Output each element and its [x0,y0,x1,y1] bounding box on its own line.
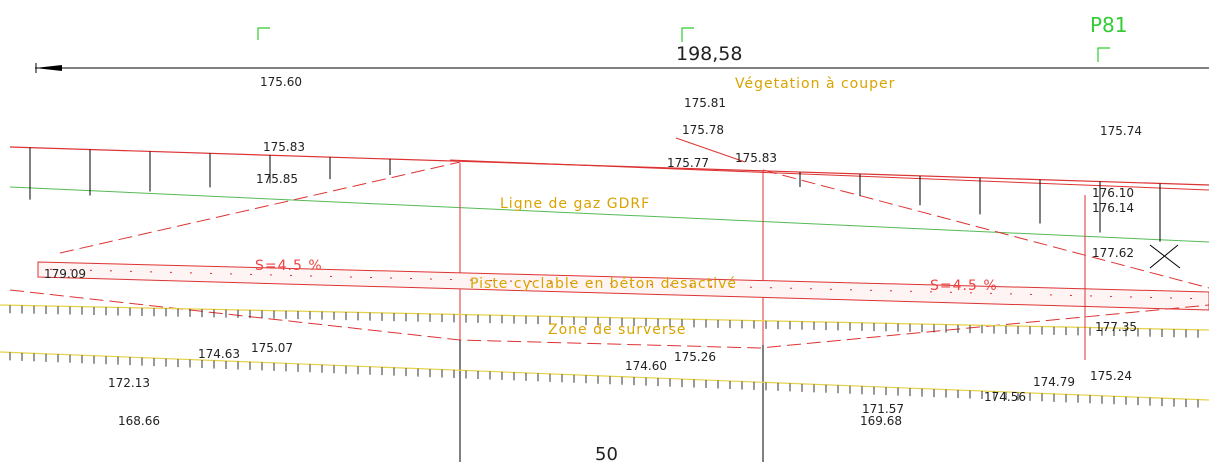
spot-height: 169.68 [860,414,902,428]
annotation: S=4.5 % [930,278,998,294]
spot-height: 175.26 [674,350,716,364]
spot-height: 177.62 [1092,246,1134,260]
sheet-label: P81 [1090,13,1128,37]
spot-height: 168.66 [118,414,160,428]
spot-height: 174.79 [1033,375,1075,389]
spot-height: 175.24 [1090,369,1132,383]
length-label: 198,58 [676,43,742,65]
spot-height: 174.56 [984,390,1026,404]
spot-height: 175.83 [735,151,777,165]
spot-height: 175.07 [251,341,293,355]
ticks [9,147,1199,408]
spot-height: 175.74 [1100,124,1142,138]
spot-height: 175.81 [684,96,726,110]
spot-height: 175.60 [260,75,302,89]
spot-height: 175.85 [256,172,298,186]
scale-label: 50 [595,444,618,462]
annotation: Végetation à couper [735,76,895,92]
spot-height: 175.83 [263,140,305,154]
linework [0,27,1209,462]
annotation: Ligne de gaz GDRF [500,196,650,212]
annotation: S=4.5 % [255,258,323,274]
spot-height: 175.78 [682,123,724,137]
annotation: Zone de surverse [548,322,687,338]
annotation: Piste cyclable en béton desactivé [470,276,737,292]
spot-height: 174.63 [198,347,240,361]
spot-height: 177.35 [1095,320,1137,334]
spot-height: 171.57 [862,402,904,416]
spot-height: 175.77 [667,156,709,170]
spot-height: 176.14 [1092,201,1134,215]
spot-height: 174.60 [625,359,667,373]
spot-height: 176.10 [1092,186,1134,200]
spot-height: 179.09 [44,267,86,281]
spot-height: 172.13 [108,376,150,390]
